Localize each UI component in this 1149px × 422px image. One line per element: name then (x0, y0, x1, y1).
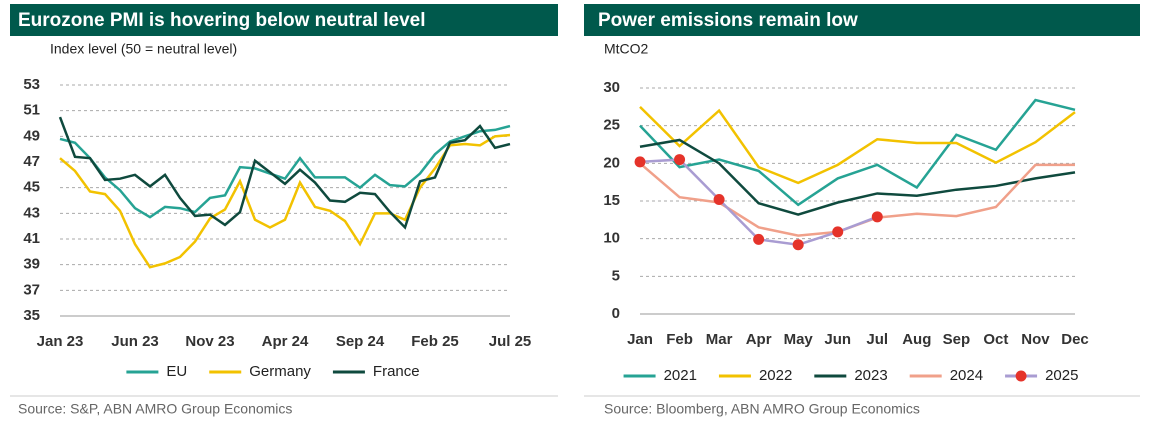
source: Source: S&P, ABN AMRO Group Economics (18, 401, 292, 417)
x-tick-label: Oct (983, 331, 1008, 348)
point (792, 239, 804, 251)
point (713, 193, 725, 205)
y-tick-label: 39 (23, 256, 40, 273)
series-line (639, 138, 1076, 216)
point (832, 226, 844, 238)
legend-label: 2024 (950, 367, 983, 384)
series-line (59, 133, 511, 269)
x-tick-label: Feb (666, 331, 693, 348)
point (871, 211, 883, 223)
y-tick-label: 41 (23, 230, 40, 247)
x-tick-label: Jun (824, 331, 851, 348)
x-tick-label: Jul 25 (489, 333, 532, 350)
chart-title: Power emissions remain low (598, 10, 858, 31)
y-tick-label: 25 (603, 117, 620, 134)
y-tick-label: 35 (23, 307, 40, 324)
x-tick-label: Apr 24 (262, 333, 309, 350)
y-tick-label: 10 (603, 230, 620, 247)
y-tick-label: 45 (23, 179, 40, 196)
axis-label: MtCO2 (604, 41, 649, 57)
y-tick-label: 49 (23, 127, 40, 144)
y-tick-label: 47 (23, 153, 40, 170)
x-tick-label: Nov 23 (185, 333, 234, 350)
point (674, 154, 686, 166)
legend-label: Germany (249, 363, 311, 380)
header-right (584, 4, 1140, 36)
legend-marker (1015, 370, 1027, 382)
y-tick-label: 43 (23, 204, 40, 221)
point (753, 233, 765, 245)
y-tick-label: 15 (603, 192, 620, 209)
y-tick-label: 20 (603, 154, 620, 171)
x-tick-label: Dec (1061, 331, 1089, 348)
x-tick-label: Apr (746, 331, 772, 348)
series-line (59, 124, 511, 219)
x-tick-label: Mar (706, 331, 733, 348)
legend-label: 2023 (854, 367, 887, 384)
legend-label: 2025 (1045, 367, 1078, 384)
y-tick-label: 37 (23, 281, 40, 298)
source: Source: Bloomberg, ABN AMRO Group Econom… (604, 401, 920, 417)
point (634, 156, 646, 168)
y-tick-label: 5 (612, 267, 620, 284)
header-left (10, 4, 558, 36)
y-tick-label: 30 (603, 79, 620, 96)
legend-label: EU (166, 363, 187, 380)
x-tick-label: May (784, 331, 814, 348)
y-tick-label: 0 (612, 305, 620, 322)
legend-label: 2022 (759, 367, 792, 384)
y-tick-label: 53 (23, 76, 40, 93)
x-tick-label: Jun 23 (111, 333, 159, 350)
x-tick-label: Jan 23 (37, 333, 84, 350)
y-tick-label: 51 (23, 102, 40, 119)
series-line (639, 105, 1076, 185)
x-tick-label: Jan (627, 331, 653, 348)
axis-label: Index level (50 = neutral level) (50, 41, 237, 57)
legend-label: France (373, 363, 420, 380)
x-tick-label: Sep (943, 331, 971, 348)
legend-label: 2021 (664, 367, 697, 384)
x-tick-label: Jul (866, 331, 888, 348)
series-line (58, 116, 511, 230)
x-tick-label: Nov (1021, 331, 1050, 348)
x-tick-label: Aug (902, 331, 931, 348)
x-tick-label: Feb 25 (411, 333, 459, 350)
x-tick-label: Sep 24 (336, 333, 385, 350)
chart-title: Eurozone PMI is hovering below neutral l… (18, 10, 426, 31)
